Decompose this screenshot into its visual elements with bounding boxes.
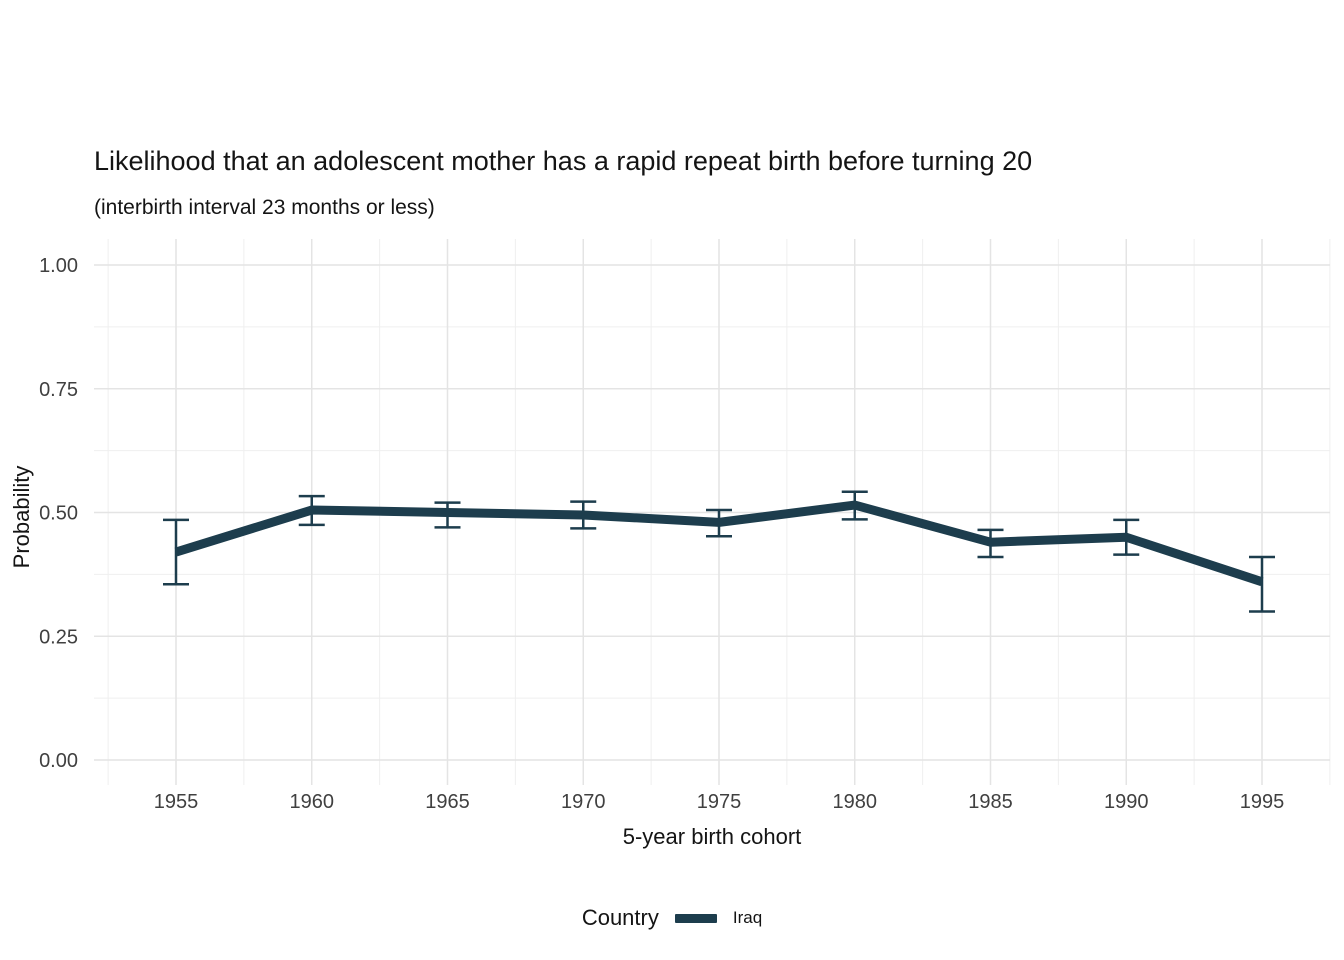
x-axis-title: 5-year birth cohort (622, 824, 802, 849)
x-tick-labels: 1955 1960 1965 1970 1975 1980 1985 1990 1995 (154, 791, 1285, 813)
y-axis-title: Probability (9, 465, 34, 569)
svg-text:1960: 1960 (290, 791, 335, 813)
legend: Country Iraq (0, 905, 1344, 931)
svg-text:1.00: 1.00 (39, 255, 78, 277)
svg-text:0.25: 0.25 (39, 626, 78, 648)
svg-text:1995: 1995 (1240, 791, 1285, 813)
legend-label-iraq: Iraq (732, 908, 763, 927)
svg-text:0.50: 0.50 (39, 503, 78, 525)
y-tick-labels: 0.00 0.25 0.50 0.75 1.00 (39, 255, 78, 772)
legend-swatch-iraq (674, 913, 717, 923)
error-bars (163, 490, 1275, 613)
chart-subtitle: (interbirth interval 23 months or less) (94, 196, 435, 219)
series-line-iraq (174, 500, 1264, 587)
svg-text:1980: 1980 (833, 791, 878, 813)
svg-text:0.00: 0.00 (39, 750, 78, 772)
gridlines-major (94, 239, 1330, 785)
svg-text:1990: 1990 (1104, 791, 1149, 813)
svg-text:1985: 1985 (968, 791, 1013, 813)
svg-text:1955: 1955 (154, 791, 199, 813)
legend-title: Country (581, 905, 659, 930)
svg-text:1965: 1965 (425, 791, 470, 813)
svg-text:1975: 1975 (697, 791, 742, 813)
svg-text:0.75: 0.75 (39, 379, 78, 401)
chart-title: Likelihood that an adolescent mother has… (94, 146, 1033, 176)
svg-text:1970: 1970 (561, 791, 606, 813)
